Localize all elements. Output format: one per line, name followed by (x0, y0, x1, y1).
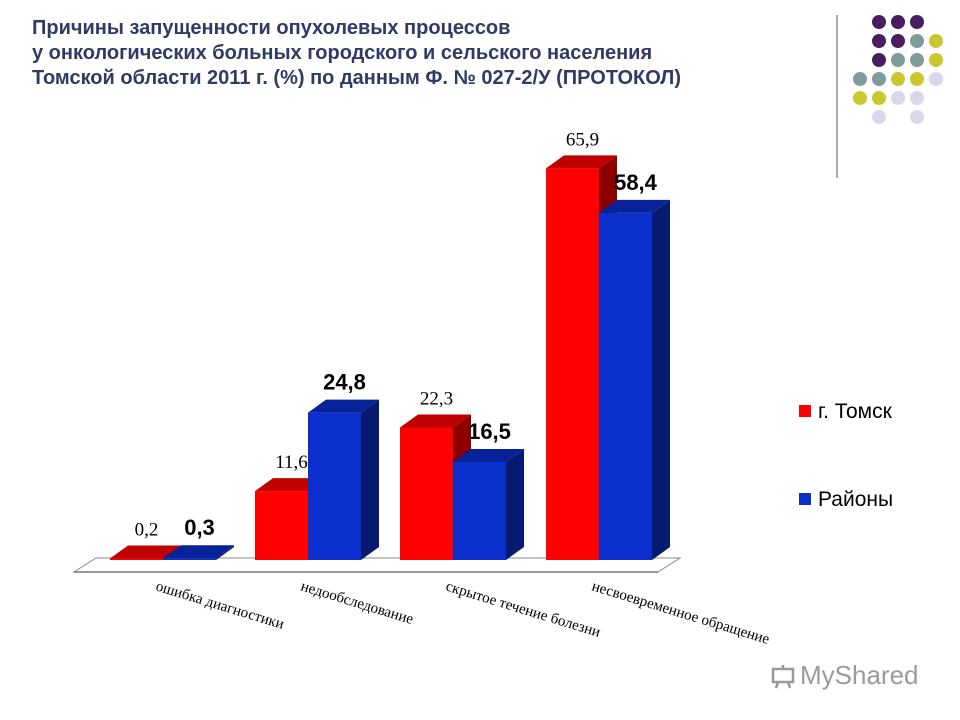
data-label: 16,5 (468, 419, 511, 444)
bar-side (361, 399, 379, 560)
data-label: 22,3 (420, 388, 453, 409)
bar-front (546, 168, 599, 560)
chart-title: Причины запущенности опухолевых процессо… (32, 16, 832, 91)
decorative-dot (872, 34, 886, 48)
decorative-dot (872, 110, 886, 124)
bar-top (453, 448, 524, 462)
data-label: 58,4 (614, 170, 658, 195)
bar-front (599, 212, 652, 561)
x-tick-label: ошибка диагностики (154, 579, 286, 633)
decorative-dot (910, 34, 924, 48)
bar-top (163, 545, 234, 559)
decorative-dot (929, 34, 943, 48)
decorative-dot (891, 53, 905, 67)
bar-front (453, 461, 506, 560)
bar-front (255, 491, 308, 560)
bar-side (506, 448, 524, 560)
title-line-3: Томской области 2011 г. (%) по данным Ф.… (32, 67, 682, 89)
bar-front (400, 427, 453, 560)
bar (599, 199, 670, 561)
title-line-2: у онкологических больных городского и се… (32, 42, 653, 64)
legend-label: г. Томск (818, 400, 893, 423)
bar-side (216, 545, 234, 560)
decorative-dot (872, 15, 886, 29)
bar-front (110, 558, 163, 560)
data-label: 11,6 (275, 452, 308, 473)
bar-top (400, 414, 471, 428)
bar (453, 448, 524, 560)
decorative-dot (891, 34, 905, 48)
bar-top (599, 199, 670, 213)
legend-swatch (799, 493, 811, 505)
watermark: MyShared (770, 660, 919, 691)
decorative-dot (872, 53, 886, 67)
data-label: 65,9 (566, 129, 599, 150)
decorative-dot-grid (836, 15, 943, 178)
decorative-dot (910, 91, 924, 105)
legend-label: Районы (818, 488, 893, 511)
bar (163, 545, 234, 560)
decorative-dot (910, 53, 924, 67)
decorative-dot (910, 110, 924, 124)
data-label: 24,8 (323, 370, 366, 395)
decorative-dot (872, 91, 886, 105)
bar-front (308, 412, 361, 560)
bar-top (110, 545, 181, 559)
presentation-icon (771, 664, 795, 688)
bar-top (546, 155, 617, 169)
watermark-text: MyShared (800, 660, 919, 690)
data-label: 0,2 (135, 520, 159, 541)
title-line-1: Причины запущенности опухолевых процессо… (32, 17, 511, 39)
decorative-dot (929, 53, 943, 67)
chart-floor (72, 557, 682, 573)
bar (308, 399, 379, 560)
decorative-dot (853, 91, 867, 105)
x-tick-label: несвоевременное обращение (590, 579, 772, 648)
decorative-dot (872, 72, 886, 86)
decorative-dot (891, 91, 905, 105)
legend-swatch (799, 405, 811, 417)
decorative-dot (891, 15, 905, 29)
x-tick-label: недообследование (299, 579, 416, 629)
bar-side (652, 199, 670, 561)
bar-front (163, 558, 216, 560)
decorative-dot (910, 72, 924, 86)
x-tick-label: скрытое течение болезни (444, 579, 602, 641)
decorative-dot (929, 72, 943, 86)
decorative-dot (910, 15, 924, 29)
decorative-dot (891, 72, 905, 86)
decorative-dot (853, 72, 867, 86)
data-label: 0,3 (184, 515, 215, 540)
bar-top (308, 399, 379, 413)
